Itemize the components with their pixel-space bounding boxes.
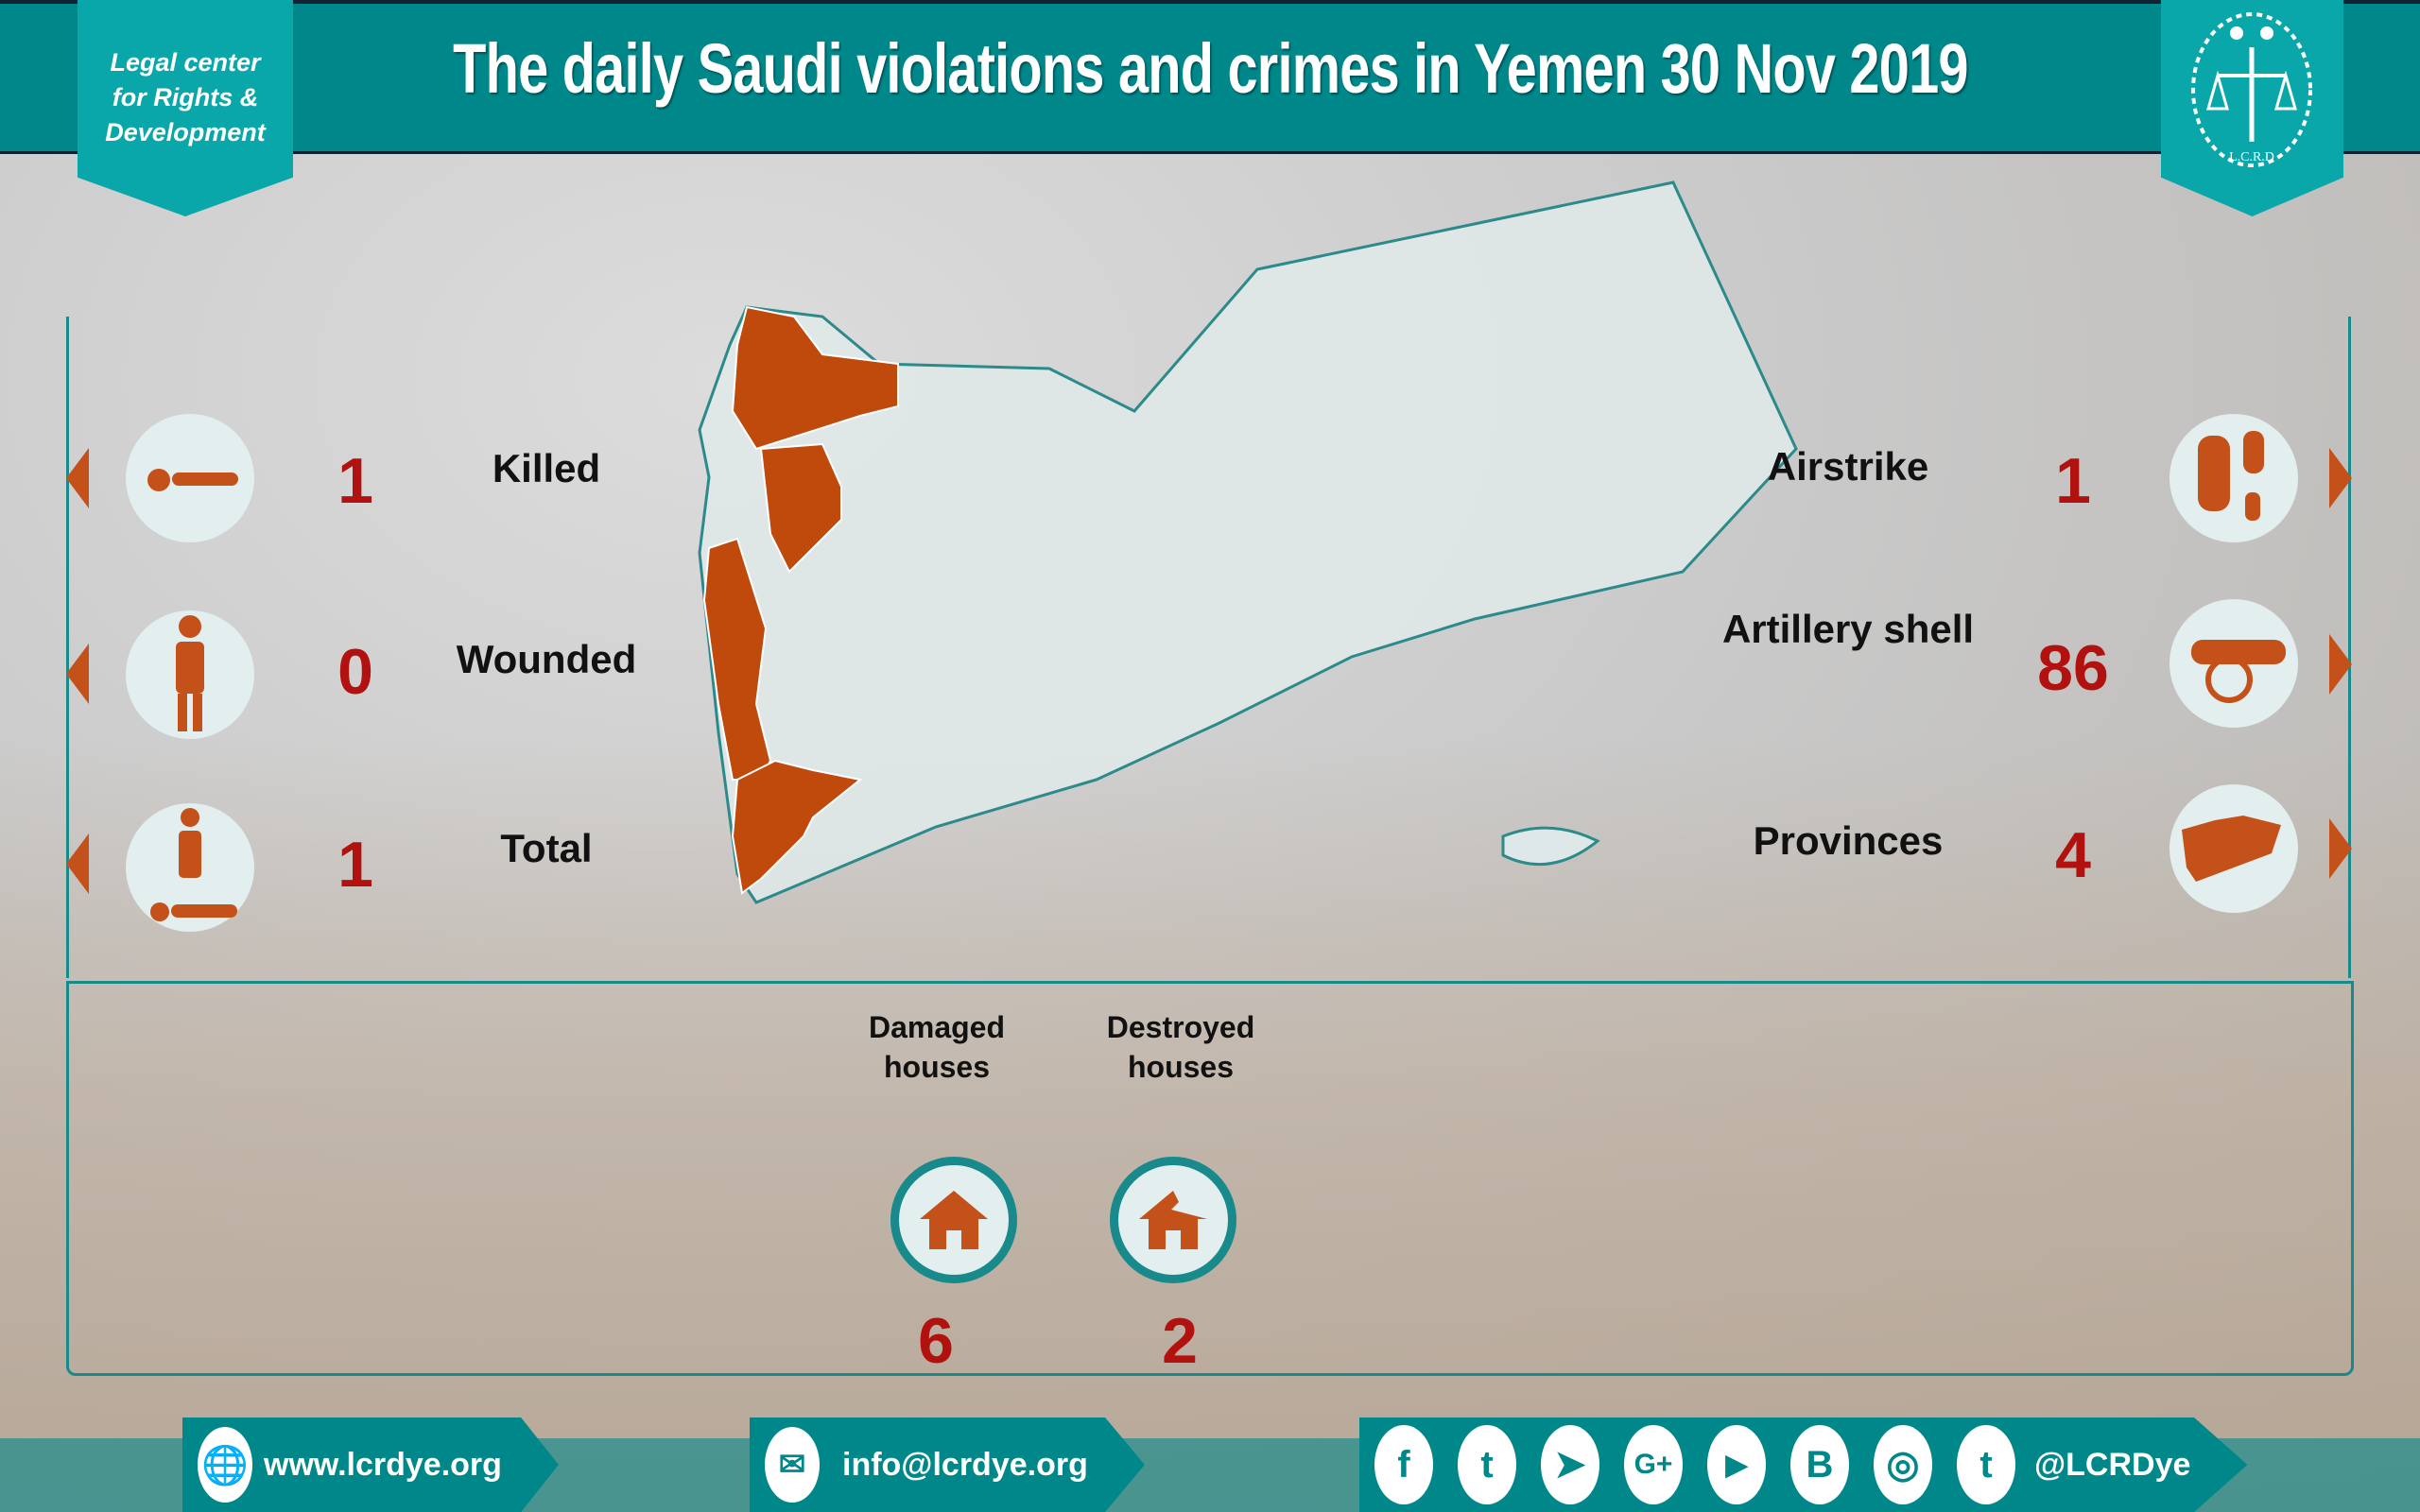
youtube-icon[interactable]: ▶	[1702, 1419, 1772, 1510]
total-label: Total	[500, 826, 593, 870]
artillery-label: Artillery shell	[1721, 607, 1975, 651]
arrow-right-icon	[2329, 818, 2352, 879]
province-saada	[731, 305, 899, 451]
arrow-left-icon	[66, 833, 89, 894]
killed-count: 1	[337, 445, 373, 517]
injured-person-icon	[126, 610, 254, 739]
header-bar	[0, 0, 2420, 154]
destroyed-houses-count: 2	[1162, 1305, 1198, 1377]
telegram-icon[interactable]: ➤	[1535, 1419, 1605, 1510]
tumblr-icon[interactable]: t	[1951, 1419, 2021, 1510]
yemen-map	[698, 180, 1798, 904]
email-link[interactable]: ✉ info@lcrdye.org	[750, 1418, 1145, 1512]
org-name-line: Legal center	[110, 48, 261, 77]
province-amran	[759, 442, 842, 574]
website-text: www.lcrdye.org	[264, 1446, 502, 1483]
website-link[interactable]: 🌐 www.lcrdye.org	[182, 1418, 559, 1512]
arrow-left-icon	[66, 448, 89, 508]
total-count: 1	[337, 829, 373, 901]
bomb-icon	[2169, 414, 2298, 542]
cannon-icon	[2169, 599, 2298, 728]
destroyed-house-icon	[1110, 1157, 1236, 1283]
killed-label: Killed	[492, 446, 601, 490]
logo-ribbon: L.C.R.D	[2161, 0, 2343, 216]
org-name-ribbon: Legal center for Rights & Development	[78, 0, 293, 216]
social-bar: f t ➤ G+ ▶ B ◎ t @LCRDye	[1359, 1418, 2248, 1512]
facebook-icon[interactable]: f	[1369, 1419, 1439, 1510]
background-ruins	[0, 737, 2420, 1512]
instagram-icon[interactable]: ◎	[1868, 1419, 1938, 1510]
destroyed-houses-label: Destroyed houses	[1106, 1010, 1255, 1084]
arrow-right-icon	[2329, 634, 2352, 695]
casualties-total-icon	[126, 803, 254, 932]
houses-panel	[66, 981, 2354, 1376]
org-name-line: for Rights &	[112, 83, 259, 112]
blogger-icon[interactable]: B	[1785, 1419, 1855, 1510]
wounded-count: 0	[337, 636, 373, 708]
email-text: info@lcrdye.org	[842, 1446, 1088, 1483]
social-handle[interactable]: @LCRDye	[2034, 1446, 2191, 1483]
house-icon	[890, 1157, 1017, 1283]
twitter-icon[interactable]: t	[1452, 1419, 1522, 1510]
airstrike-count: 1	[2055, 445, 2091, 517]
dead-body-icon	[126, 414, 254, 542]
damaged-houses-label: Damaged houses	[868, 1010, 1006, 1084]
scales-of-justice-logo: L.C.R.D	[2191, 12, 2312, 167]
org-name-line: Development	[105, 118, 266, 146]
socotra-island	[1501, 826, 1600, 867]
damaged-houses-count: 6	[918, 1305, 954, 1377]
arrow-right-icon	[2329, 448, 2352, 508]
mail-icon: ✉	[759, 1421, 825, 1508]
artillery-count: 86	[2037, 632, 2109, 704]
globe-icon: 🌐	[192, 1421, 258, 1508]
provinces-label: Provinces	[1753, 818, 1944, 863]
yemen-map-icon	[2169, 784, 2298, 913]
province-taiz	[731, 759, 863, 895]
google-plus-icon[interactable]: G+	[1618, 1419, 1688, 1510]
airstrike-label: Airstrike	[1767, 444, 1929, 489]
logo-text: L.C.R.D	[2229, 150, 2274, 164]
arrow-left-icon	[66, 644, 89, 704]
provinces-count: 4	[2055, 819, 2091, 891]
page-title: The daily Saudi violations and crimes in…	[453, 29, 1968, 108]
wounded-label: Wounded	[456, 637, 637, 681]
